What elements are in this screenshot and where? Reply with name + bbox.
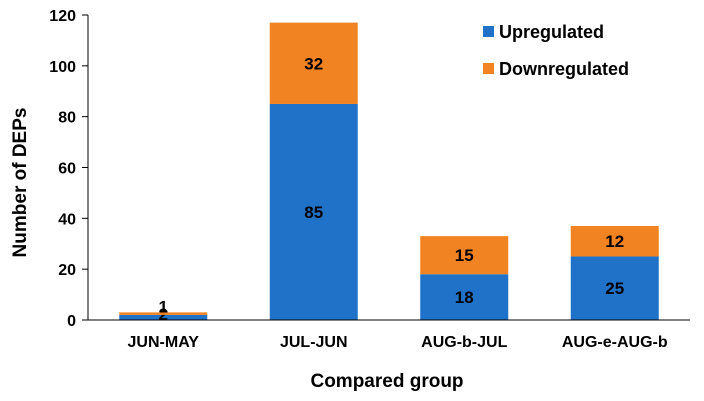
data-label: 1 <box>159 297 168 316</box>
y-tick-label: 120 <box>49 8 76 25</box>
bar-segment-upregulated <box>420 274 509 320</box>
bar-segment-downregulated <box>570 225 659 257</box>
data-label: 25 <box>605 279 624 298</box>
bar-segment-upregulated <box>269 103 358 320</box>
bar-segment-upregulated <box>570 256 659 320</box>
legend-label-upregulated: Upregulated <box>499 22 604 42</box>
y-tick-label: 20 <box>58 262 76 279</box>
x-category-label: AUG-b-JUL <box>421 334 507 351</box>
bar-segment-downregulated <box>420 236 509 275</box>
y-axis-title: Number of DEPs <box>10 108 31 258</box>
x-category-label: AUG-e-AUG-b <box>562 334 668 351</box>
x-category-label: JUN-MAY <box>128 334 200 351</box>
data-label: 18 <box>455 288 474 307</box>
y-axis-ticks: 0 20 40 60 80 100 120 <box>49 8 88 330</box>
legend-swatch-downregulated <box>483 63 494 74</box>
data-label: 32 <box>304 54 323 73</box>
plot-area: 21853218152512 <box>119 22 659 324</box>
bar-segment-upregulated <box>119 314 208 320</box>
y-tick-label: 80 <box>58 110 76 127</box>
bar-segment-downregulated <box>119 312 208 315</box>
data-label: 15 <box>455 246 474 265</box>
legend: Upregulated Downregulated <box>483 22 629 79</box>
y-tick-label: 40 <box>58 211 76 228</box>
y-tick-label: 100 <box>49 59 76 76</box>
legend-swatch-upregulated <box>483 26 494 37</box>
bar-segment-downregulated <box>269 22 358 104</box>
data-label: 12 <box>605 232 624 251</box>
x-category-label: JUL-JUN <box>280 334 348 351</box>
y-tick-label: 60 <box>58 161 76 178</box>
y-tick-label: 0 <box>67 313 76 330</box>
legend-label-downregulated: Downregulated <box>499 59 629 79</box>
data-label: 85 <box>304 203 323 222</box>
x-axis-categories: JUN-MAY JUL-JUN AUG-b-JUL AUG-e-AUG-b <box>128 334 668 351</box>
x-axis-title: Compared group <box>310 371 463 392</box>
